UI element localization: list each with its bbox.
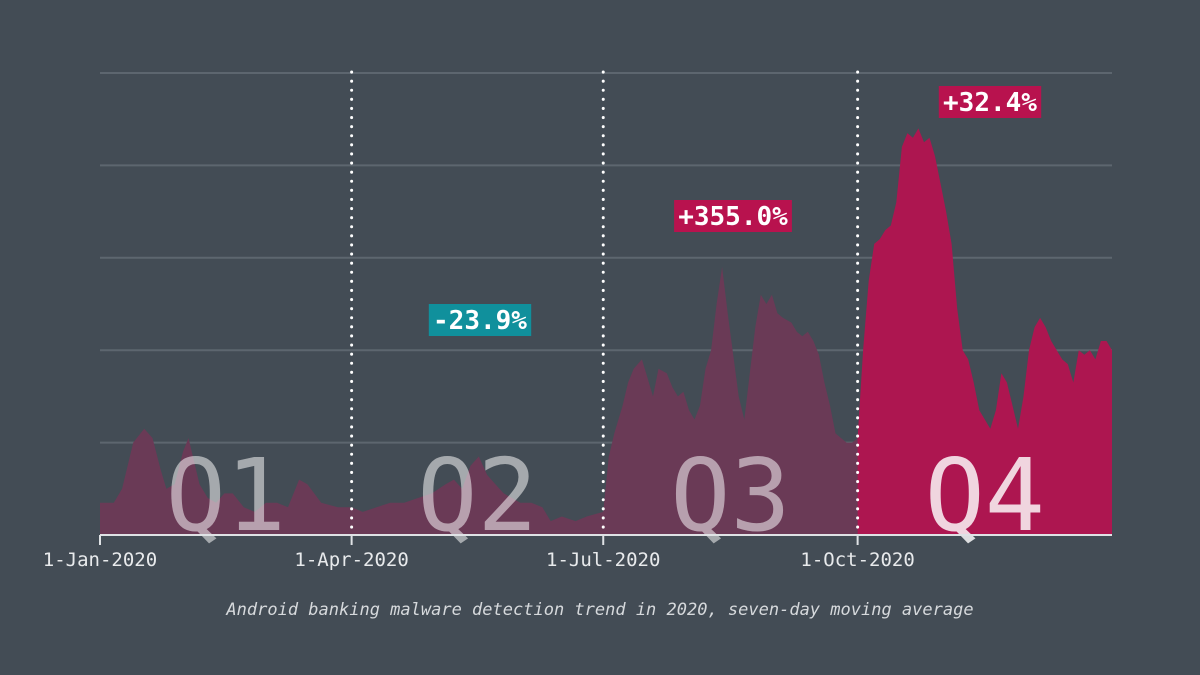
change-badge-q2: -23.9%: [433, 306, 527, 336]
x-tick-label-3: 1-Oct-2020: [800, 549, 914, 571]
area-q1-q3: [100, 267, 858, 535]
chart-caption: Android banking malware detection trend …: [226, 600, 974, 620]
quarter-label-q3: Q3: [670, 437, 790, 554]
change-badge-bg-q2: [428, 304, 532, 336]
quarter-label-q2: Q2: [417, 437, 537, 554]
quarter-label-q1: Q1: [166, 437, 286, 554]
x-tick-label-1: 1-Apr-2020: [294, 549, 408, 571]
change-badge-q3: +355.0%: [678, 202, 788, 232]
x-tick-label-0: 1-Jan-2020: [43, 549, 157, 571]
change-badge-bg-q4: [938, 86, 1042, 118]
x-tick-label-2: 1-Jul-2020: [546, 549, 660, 571]
area-q4: [857, 128, 1112, 535]
quarter-label-q4: Q4: [925, 437, 1045, 554]
change-badge-q4: +32.4%: [943, 88, 1037, 118]
change-badge-bg-q3: [674, 200, 792, 232]
